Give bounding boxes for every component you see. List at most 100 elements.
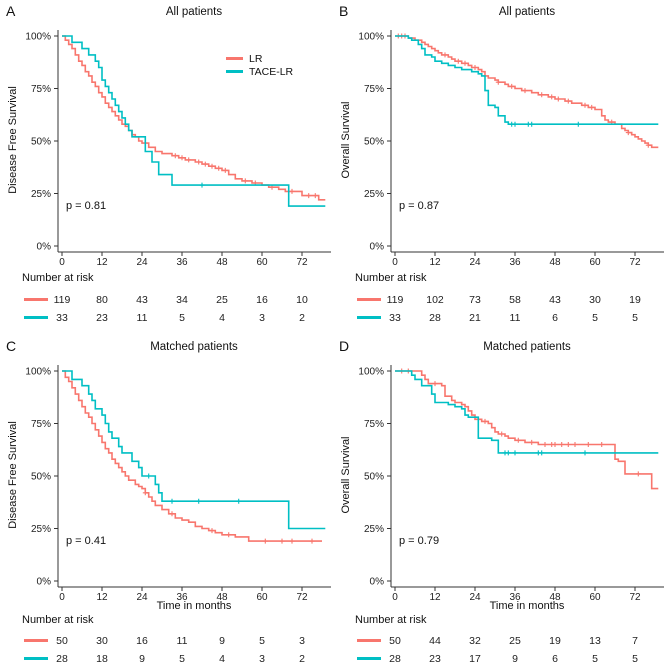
risk-count: 30: [96, 635, 108, 647]
x-tick-label: 0: [59, 257, 65, 268]
p-value-label: p = 0.41: [66, 535, 107, 547]
risk-count: 5: [259, 635, 265, 647]
censor-mark: [209, 528, 215, 534]
censor-mark: [522, 88, 528, 94]
risk-count: 5: [632, 312, 638, 324]
km-curve-LR: [62, 35, 326, 201]
censor-mark: [172, 153, 178, 159]
panel-D: 0 12 24 36 48 60 72 100% 75% 50% 25% 0% 50 44 32 25 19 13…: [333, 335, 666, 671]
y-tick-label: 0%: [370, 577, 385, 588]
censor-mark: [549, 94, 555, 100]
censor-mark: [565, 442, 571, 447]
x-tick-label: 0: [392, 257, 398, 268]
panel-letter: B: [339, 3, 349, 19]
x-tick-label: 72: [629, 592, 641, 603]
y-tick-label: 100%: [25, 32, 51, 43]
risk-count: 6: [552, 653, 558, 665]
risk-count: 7: [632, 635, 638, 647]
censor-mark: [306, 193, 312, 199]
censor-mark: [196, 159, 202, 165]
risk-count: 44: [429, 635, 441, 647]
risk-count: 119: [54, 294, 71, 306]
risk-count: 19: [549, 635, 561, 647]
censor-mark: [625, 130, 631, 136]
y-tick-label: 50%: [31, 137, 51, 148]
censor-mark: [582, 102, 588, 108]
censor-mark: [432, 381, 438, 387]
panel-C: 0 12 24 36 48 60 72 100% 75% 50% 25% 0% 50 30 16 11 9 5 3 2…: [0, 335, 333, 671]
censor-mark: [542, 442, 548, 447]
x-axis-title: Time in months: [489, 600, 565, 612]
risk-count: 11: [510, 312, 521, 324]
risk-count: 32: [469, 635, 481, 647]
km-curve-LR: [395, 35, 659, 149]
panel-B: 0 12 24 36 48 60 72 100% 75% 50% 25% 0% 119 102 73 58 43…: [333, 0, 666, 335]
censor-mark: [179, 155, 185, 161]
legend-label-lr: LR: [249, 52, 263, 65]
y-tick-label: 0%: [370, 242, 385, 253]
censor-mark: [512, 450, 518, 456]
legend-item-lr: LR: [226, 52, 293, 65]
censor-mark: [169, 498, 175, 504]
censor-mark: [509, 83, 515, 89]
risk-count: 9: [219, 635, 225, 647]
y-tick-label: 75%: [364, 419, 384, 430]
risk-count: 3: [259, 312, 265, 324]
risk-count: 9: [139, 653, 145, 665]
risk-count: 33: [56, 312, 68, 324]
plot-title: Matched patients: [483, 341, 571, 353]
legend-item-tace-lr: TACE-LR: [226, 65, 293, 78]
y-axis-title: Disease Free Survival: [7, 86, 19, 194]
censor-mark: [582, 450, 588, 456]
censor-mark: [559, 442, 565, 447]
risk-count: 16: [256, 294, 268, 306]
x-tick-label: 72: [629, 257, 641, 268]
x-tick-label: 24: [469, 257, 481, 268]
censor-mark: [499, 431, 505, 437]
y-tick-label: 25%: [31, 524, 51, 535]
y-tick-label: 25%: [364, 189, 384, 200]
x-tick-label: 60: [256, 257, 268, 268]
y-tick-label: 50%: [31, 472, 51, 483]
panel-A: 0 12 24 36 48 60 72 100% 75% 50% 25% 0% 119 80 43 34 25 1…: [0, 0, 333, 335]
x-tick-label: 72: [296, 257, 308, 268]
x-tick-label: 36: [509, 592, 521, 603]
x-tick-label: 24: [136, 592, 148, 603]
censor-mark: [565, 98, 571, 104]
risk-count: 43: [549, 294, 561, 306]
y-tick-label: 75%: [31, 419, 51, 430]
p-value-label: p = 0.79: [399, 535, 440, 547]
censor-mark: [202, 161, 208, 167]
censor-mark: [242, 178, 248, 184]
risk-count: 10: [296, 294, 308, 306]
censor-mark: [186, 157, 192, 163]
x-tick-label: 36: [176, 257, 188, 268]
risk-count: 16: [136, 635, 148, 647]
censor-mark: [645, 142, 651, 148]
censor-mark: [529, 121, 535, 127]
x-tick-label: 60: [256, 592, 268, 603]
risk-count: 5: [179, 312, 185, 324]
censor-mark: [635, 471, 641, 477]
risk-count: 19: [629, 294, 641, 306]
p-value-label: p = 0.81: [66, 200, 107, 212]
y-tick-label: 100%: [25, 367, 51, 378]
censor-mark: [482, 418, 488, 424]
censor-mark: [495, 79, 501, 85]
censor-mark: [552, 442, 558, 447]
risk-count: 30: [589, 294, 601, 306]
x-tick-label: 48: [549, 257, 561, 268]
censor-mark: [222, 167, 228, 173]
censor-mark: [599, 442, 605, 447]
risk-count: 6: [552, 312, 558, 324]
risk-count: 34: [176, 294, 188, 306]
censor-mark: [442, 52, 448, 58]
censor-mark: [226, 532, 232, 538]
km-curve-TACE-LR: [395, 370, 659, 454]
y-tick-label: 0%: [37, 577, 52, 588]
y-tick-label: 0%: [37, 242, 52, 253]
x-tick-label: 24: [469, 592, 481, 603]
risk-count: 58: [509, 294, 521, 306]
x-tick-label: 48: [549, 592, 561, 603]
